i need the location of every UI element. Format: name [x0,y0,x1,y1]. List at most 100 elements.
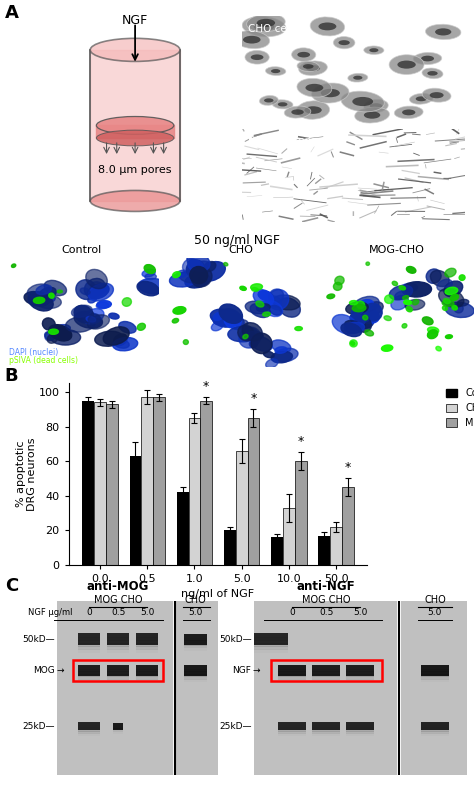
Ellipse shape [268,290,289,310]
Bar [78,731,100,734]
Bar [136,649,158,653]
Ellipse shape [96,130,174,146]
Ellipse shape [138,278,168,294]
Ellipse shape [270,305,282,316]
Ellipse shape [234,320,248,327]
Ellipse shape [273,349,298,362]
Bar [107,646,129,650]
Bar [312,669,340,672]
Ellipse shape [354,316,371,332]
Ellipse shape [187,252,210,271]
Ellipse shape [412,299,419,305]
Ellipse shape [213,313,238,327]
Text: CHO cells: CHO cells [248,23,299,34]
Ellipse shape [446,303,474,317]
Ellipse shape [256,301,264,307]
Text: B: B [5,367,18,385]
Bar [141,397,153,565]
Bar [107,638,129,641]
Ellipse shape [190,262,201,270]
Bar [78,634,100,638]
Bar [107,649,129,653]
Text: 0.5: 0.5 [319,608,333,617]
Ellipse shape [242,16,286,37]
Ellipse shape [49,293,54,299]
Bar [312,733,340,736]
Ellipse shape [114,334,127,345]
Text: DRG neurons: DRG neurons [248,136,317,145]
Ellipse shape [370,103,383,109]
Bar [271,537,283,565]
Ellipse shape [299,61,328,76]
Ellipse shape [255,301,268,308]
Ellipse shape [297,78,332,97]
Ellipse shape [271,340,291,353]
Bar [278,727,306,730]
Bar [184,669,207,672]
Bar [136,646,158,650]
Ellipse shape [45,332,55,341]
Ellipse shape [250,303,270,317]
Bar [177,492,189,565]
Ellipse shape [341,323,362,337]
Bar [136,674,158,677]
Text: *: * [203,380,210,393]
Bar [346,723,374,725]
Ellipse shape [351,341,355,345]
Bar [295,461,307,565]
Bar [113,723,123,725]
Ellipse shape [389,285,413,300]
Ellipse shape [263,301,283,316]
Bar [312,725,340,727]
Ellipse shape [103,327,129,345]
Bar [346,671,374,675]
Ellipse shape [389,55,424,74]
Ellipse shape [137,324,146,330]
Ellipse shape [297,160,317,165]
Ellipse shape [416,96,427,101]
Ellipse shape [297,52,310,57]
Bar [421,666,449,675]
Ellipse shape [321,89,340,97]
Ellipse shape [114,339,129,348]
Ellipse shape [173,272,180,278]
Ellipse shape [338,40,350,45]
Ellipse shape [74,305,94,323]
Text: NGF µg/ml: NGF µg/ml [28,608,73,617]
Ellipse shape [413,52,442,65]
Bar [330,527,342,565]
Ellipse shape [306,65,320,71]
Ellipse shape [33,297,45,303]
Ellipse shape [96,116,174,134]
Text: 0.5: 0.5 [111,608,125,617]
Ellipse shape [428,330,438,339]
Bar [278,729,306,731]
Polygon shape [96,125,174,138]
Bar [312,666,340,675]
Ellipse shape [234,31,270,48]
Bar [396,601,401,775]
Ellipse shape [426,24,461,40]
Text: *: * [298,435,304,448]
Ellipse shape [333,282,342,291]
Text: pSIVA (dead cells): pSIVA (dead cells) [9,356,78,366]
Ellipse shape [27,284,50,298]
Ellipse shape [402,324,407,328]
Ellipse shape [265,359,278,368]
Ellipse shape [405,299,425,310]
Ellipse shape [76,280,96,299]
Bar [421,676,449,679]
Ellipse shape [273,295,300,310]
Bar [136,638,158,641]
Ellipse shape [366,262,370,266]
Ellipse shape [263,312,270,316]
Ellipse shape [122,298,131,307]
Ellipse shape [240,286,246,291]
Bar [254,638,288,641]
Bar [78,674,100,677]
Bar [78,727,100,730]
Bar [136,667,158,670]
Bar [421,727,449,730]
Ellipse shape [258,291,273,301]
Bar [278,671,306,675]
